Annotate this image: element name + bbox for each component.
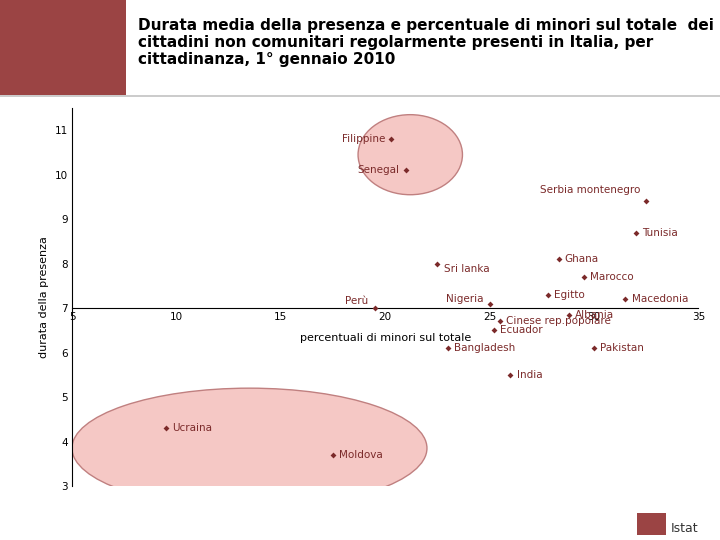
Text: Bangladesh: Bangladesh [454,343,516,353]
Text: Macedonia: Macedonia [631,294,688,304]
Text: Sri lanka: Sri lanka [444,264,490,274]
Text: Ghana: Ghana [564,254,599,264]
Text: Moldova: Moldova [339,450,383,460]
Text: Pakistan: Pakistan [600,343,644,353]
Text: Ucraina: Ucraina [172,423,212,433]
Text: Serbia montenegro: Serbia montenegro [539,185,640,195]
Text: Egitto: Egitto [554,290,585,300]
Text: Perù: Perù [346,296,369,306]
Text: Tunisia: Tunisia [642,227,678,238]
Text: Marocco: Marocco [590,272,634,282]
Text: Nigeria: Nigeria [446,294,483,303]
Text: Durata media della presenza e percentuale di minori sul totale  dei
cittadini no: Durata media della presenza e percentual… [138,18,714,68]
Ellipse shape [72,388,427,508]
Text: Cinese rep.popolare: Cinese rep.popolare [506,316,611,327]
Text: Albania: Albania [575,310,614,320]
Y-axis label: durata della presenza: durata della presenza [39,236,49,358]
Ellipse shape [358,114,462,195]
Text: India: India [517,370,542,380]
Text: Senegal: Senegal [358,165,400,176]
Text: Istat: Istat [671,522,698,535]
X-axis label: percentuali di minori sul totale: percentuali di minori sul totale [300,333,471,343]
Text: Ecuador: Ecuador [500,326,543,335]
Text: Filippine: Filippine [342,134,385,144]
